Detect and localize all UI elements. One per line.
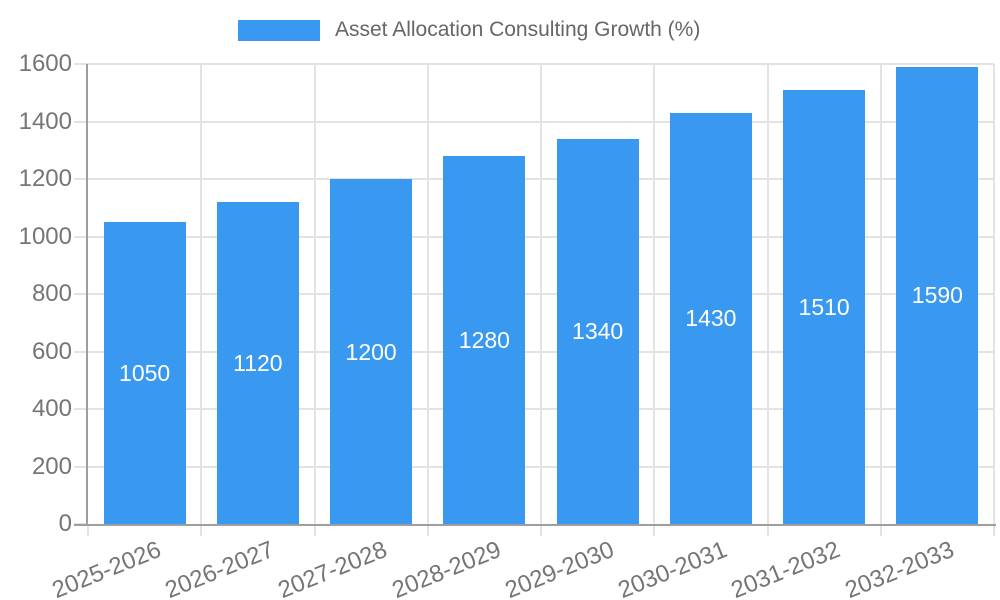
y-axis-tick-label: 1000: [18, 222, 72, 250]
bar-value-label: 1510: [798, 293, 850, 320]
y-axis-tick-label: 800: [31, 280, 72, 307]
legend-swatch: [238, 19, 320, 41]
y-axis-line: [86, 64, 88, 524]
bar: [896, 66, 979, 524]
x-axis-line: [74, 524, 996, 526]
gridline-vertical: [653, 64, 656, 524]
bar-value-label: 1340: [572, 318, 624, 345]
bar: [556, 138, 639, 524]
y-axis-tick-label: 200: [31, 452, 72, 480]
bar-value-label: 1590: [911, 282, 963, 309]
y-axis-tick-label: 1600: [18, 50, 72, 77]
gridline-vertical: [540, 64, 542, 524]
gridline-vertical: [313, 64, 316, 524]
y-axis-tick-label: 0: [58, 510, 72, 537]
bar-value-label: 1280: [458, 327, 510, 353]
bar: [443, 156, 526, 524]
bar: [216, 202, 299, 524]
legend-label: Asset Allocation Consulting Growth (%): [335, 18, 701, 41]
bar: [669, 112, 752, 524]
bar-value-label: 1120: [233, 350, 283, 376]
legend-item[interactable]: Asset Allocation Consulting Growth (%): [238, 18, 700, 42]
y-axis-tick-label: 600: [31, 337, 72, 365]
gridline-vertical: [426, 64, 429, 524]
bar-value-label: 1200: [345, 338, 397, 365]
bar: [103, 222, 186, 524]
bar-value-label: 1430: [685, 305, 737, 332]
y-axis-tick-label: 1200: [18, 165, 72, 192]
y-axis-tick-label: 1400: [18, 107, 72, 135]
y-axis-tick-label: 400: [31, 395, 72, 422]
bar: [330, 179, 413, 524]
gridline-horizontal: [88, 63, 994, 65]
bar-value-label: 1050: [119, 360, 171, 387]
bar: [783, 89, 866, 524]
gridline-vertical: [200, 64, 203, 524]
